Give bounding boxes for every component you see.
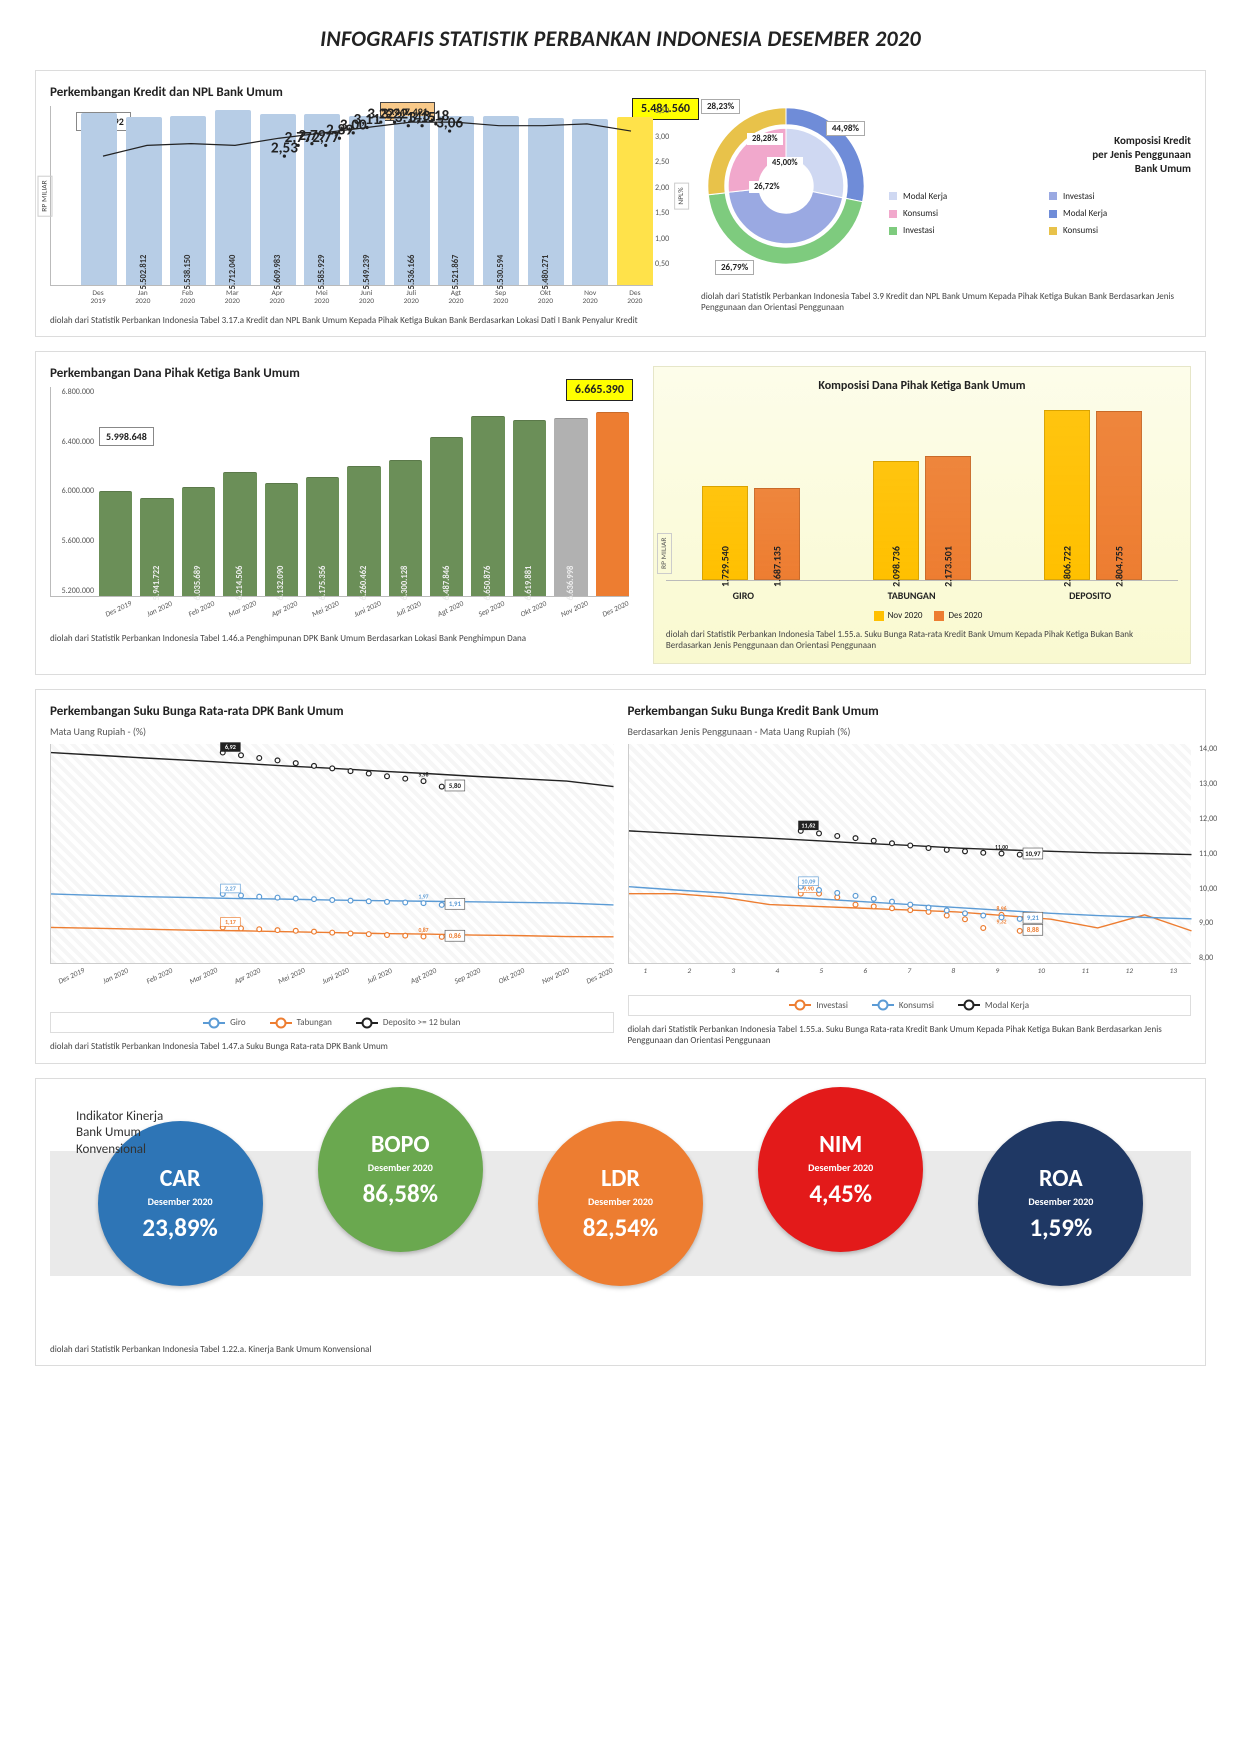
pie-ilbl-0: 28,28%: [747, 133, 783, 145]
dpk-comp-bars: 1.729.5401.687.135 2.098.7362.173.501 2.80…: [666, 401, 1178, 580]
svg-text:5,98: 5,98: [418, 772, 428, 779]
dpk-bar-3: 6.214.506: [223, 472, 256, 595]
bubble-roa: ROADesember 20201,59%: [978, 1121, 1143, 1286]
dpk-bar-7: 6.300.128: [389, 460, 422, 596]
dpk-rate-lbls: 2,27 1,97 1,91 1,17 0,87 0,86 6,92 5,98 5,80: [51, 744, 614, 963]
gbar-TABUNGAN-Des 2020: 2.173.501: [925, 456, 971, 580]
gbar-GIRO-Nov 2020: 1.729.540: [702, 486, 748, 580]
dpk-rate-footnote: diolah dari Statistik Perbankan Indonesi…: [50, 1041, 614, 1052]
dpk-bar-1: 5.941.722: [140, 498, 173, 596]
bubble-bopo: BOPODesember 202086,58%: [318, 1087, 483, 1252]
credit-right-axis: 0,501,001,502,002,503,003,50: [655, 106, 681, 285]
svg-text:9,21: 9,21: [1026, 914, 1039, 922]
svg-text:1,97: 1,97: [418, 894, 428, 901]
credit-comp-title: Komposisi Kredit per Jenis Penggunaan Ba…: [889, 134, 1191, 177]
dpk-comp-footnote: diolah dari Statistik Perbankan Indonesi…: [666, 629, 1178, 652]
bubble-ldr: LDRDesember 202082,54%: [538, 1121, 703, 1286]
svg-text:2,27: 2,27: [225, 885, 236, 893]
svg-text:0,87: 0,87: [418, 927, 428, 934]
dpk-bar-11: 6.636.998: [554, 418, 587, 596]
svg-text:1,17: 1,17: [225, 918, 236, 926]
credit-rate-sub: Berdasarkan Jenis Penggunaan - Mata Uang…: [628, 725, 1192, 738]
indicators-footnote: diolah dari Statistik Perbankan Indonesi…: [50, 1344, 1191, 1355]
dpk-rate-sub: Mata Uang Rupiah - (%): [50, 725, 614, 738]
pie-lbl-44-98: 44,98%: [826, 121, 865, 136]
dpk-bar-6: 6.260.462: [347, 466, 380, 596]
credit-rate-lbls: 9,908,969,328,8810,099,2111,6211,0010,97: [629, 744, 1192, 963]
dpk-bar-8: 6.487.846: [430, 437, 463, 596]
svg-text:11,00: 11,00: [995, 844, 1008, 851]
dpk-title: Perkembangan Dana Pihak Ketiga Bank Umum: [50, 366, 639, 381]
row2-panel: Perkembangan Dana Pihak Ketiga Bank Umum…: [35, 351, 1206, 676]
dpk-comp-legend: Nov 2020Des 2020: [666, 610, 1178, 621]
svg-text:10,09: 10,09: [801, 878, 815, 886]
dpk-comp-title: Komposisi Dana Pihak Ketiga Bank Umum: [666, 379, 1178, 393]
svg-text:0,86: 0,86: [449, 932, 462, 940]
credit-yleft-unit: RP MILIAR: [38, 175, 53, 216]
credit-rate-yaxis: 8,009,0010,0011,0012,0013,0014,00: [1199, 744, 1225, 963]
dpk-rate-title: Perkembangan Suku Bunga Rata-rata DPK Ba…: [50, 704, 614, 719]
svg-text:11,62: 11,62: [801, 822, 815, 830]
dpk-comp-xlabels: GIROTABUNGANDEPOSITO: [666, 589, 1178, 602]
row3-panel: Perkembangan Suku Bunga Rata-rata DPK Ba…: [35, 689, 1206, 1063]
credit-rate-legend: InvestasiKonsumsiModal Kerja: [628, 995, 1192, 1016]
indicators-panel: Indikator Kinerja Bank Umum Konvensional…: [35, 1078, 1206, 1366]
dpk-bar-9: 6.650.876: [471, 416, 504, 596]
bubble-row: CARDesember 202023,89%BOPODesember 20208…: [70, 1121, 1171, 1286]
dpk-xlabels: Des 2019Jan 2020Feb 2020Mar 2020Apr 2020…: [50, 601, 629, 625]
credit-comp-legend: Modal KerjaInvestasiKonsumsiModal KerjaI…: [889, 189, 1191, 239]
dpk-rate-xlabels: Des 2019Jan 2020Feb 2020Mar 2020Apr 2020…: [50, 968, 614, 994]
dpk-bar-10: 6.619.881: [513, 420, 546, 596]
credit-rate-xlabels: 12345678910111213: [628, 968, 1192, 976]
dpk-rate-legend: GiroTabunganDeposito >= 12 bulan: [50, 1012, 614, 1033]
gbar-DEPOSITO-Des 2020: 2.804.755: [1096, 411, 1142, 580]
page-title: INFOGRAFIS STATISTIK PERBANKAN INDONESIA…: [35, 25, 1206, 52]
svg-text:3,06: 3,06: [436, 114, 463, 132]
svg-text:1,91: 1,91: [449, 900, 462, 908]
svg-text:10,97: 10,97: [1025, 850, 1041, 858]
svg-text:8,96: 8,96: [996, 906, 1006, 913]
credit-rate-title: Perkembangan Suku Bunga Kredit Bank Umum: [628, 704, 1192, 719]
dpk-yaxis: 5.200.0005.600.0006.000.0006.400.0006.80…: [51, 387, 97, 596]
row1-panel: Perkembangan Kredit dan NPL Bank Umum 5.…: [35, 70, 1206, 337]
dpk-bar-5: 6.175.356: [306, 477, 339, 596]
svg-text:6,92: 6,92: [225, 743, 236, 751]
credit-line-labels: 2,532,772,792,772,893,003,113,223,223,14…: [81, 106, 653, 285]
credit-npl-title: Perkembangan Kredit dan NPL Bank Umum: [50, 85, 687, 100]
svg-text:8,88: 8,88: [1026, 926, 1039, 934]
pie-ilbl-2: 26,72%: [749, 181, 785, 193]
svg-text:5,80: 5,80: [449, 782, 462, 790]
credit-xlabels: Des2019Jan2020Feb2020Mar2020Apr2020Mei20…: [50, 290, 653, 307]
indicators-title: Indikator Kinerja Bank Umum Konvensional: [76, 1109, 163, 1160]
credit-composition-donut: 28,23% 44,98% 26,79% 28,28% 45,00% 26,72…: [701, 101, 871, 271]
dpk-footnote: diolah dari Statistik Perbankan Indonesi…: [50, 633, 639, 644]
pie-lbl-28-23: 28,23%: [701, 99, 740, 114]
pie-lbl-26-79: 26,79%: [715, 260, 754, 275]
credit-comp-footnote: diolah dari Statistik Perbankan Indonesi…: [701, 291, 1191, 314]
credit-footnote: diolah dari Statistik Perbankan Indonesi…: [50, 315, 687, 326]
bubble-nim: NIMDesember 20204,45%: [758, 1087, 923, 1252]
gbar-TABUNGAN-Nov 2020: 2.098.736: [873, 461, 919, 580]
dpk-bar-0: [99, 491, 132, 596]
dpk-bar-4: 6.132.090: [265, 483, 298, 596]
dpk-bar-12: [596, 412, 629, 596]
credit-rate-footnote: diolah dari Statistik Perbankan Indonesi…: [628, 1024, 1192, 1047]
dpk-bar-2: 6.035.689: [182, 487, 215, 596]
gbar-DEPOSITO-Nov 2020: 2.806.722: [1044, 410, 1090, 580]
dpk-bars: 5.941.722 6.035.6896.214.506 6.132.0906.17…: [99, 387, 629, 596]
gbar-GIRO-Des 2020: 1.687.135: [754, 488, 800, 580]
pie-ilbl-1: 45,00%: [767, 157, 803, 169]
